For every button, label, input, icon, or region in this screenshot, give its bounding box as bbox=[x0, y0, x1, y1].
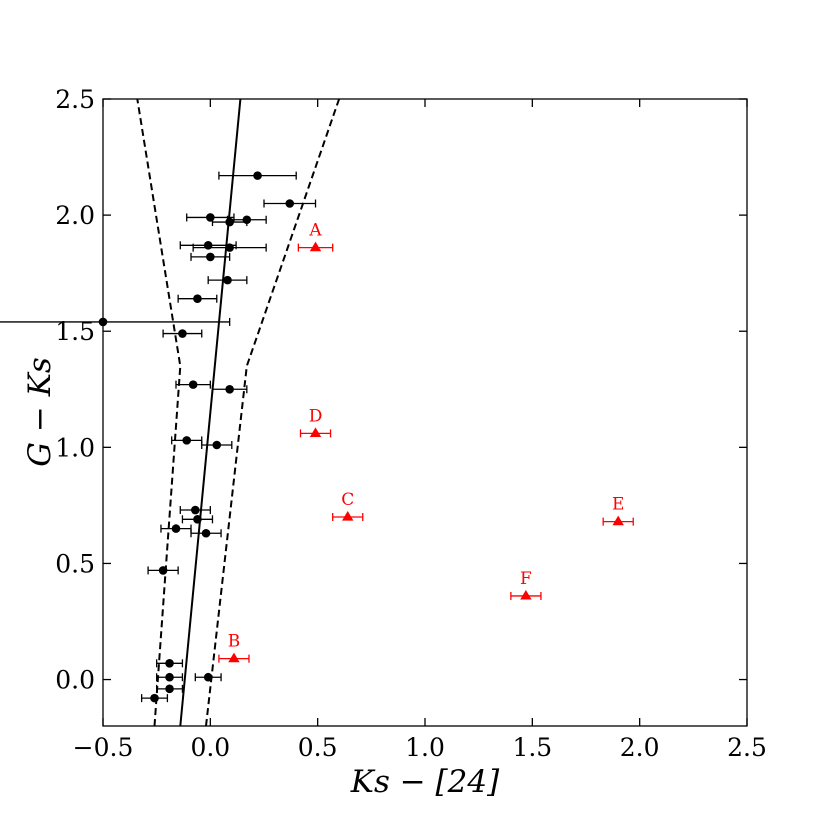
data-point bbox=[165, 659, 174, 668]
y-tick-label: 1.0 bbox=[55, 433, 95, 462]
y-axis-title: G − Ks bbox=[22, 357, 58, 467]
center-line-0 bbox=[179, 99, 242, 726]
data-point bbox=[201, 528, 211, 538]
data-point bbox=[203, 241, 213, 250]
point-label-C: C bbox=[341, 490, 354, 510]
data-points: A D C E F B bbox=[0, 171, 634, 703]
x-tick-label: 0.0 bbox=[190, 733, 230, 762]
data-point bbox=[188, 380, 198, 389]
x-tick-label: 1.5 bbox=[512, 733, 552, 762]
plot-frame bbox=[102, 98, 748, 727]
y-tick-label: 2.5 bbox=[55, 85, 95, 114]
x-tick-label: 1.0 bbox=[405, 733, 445, 762]
data-point bbox=[225, 243, 234, 252]
boundary-line-2 bbox=[205, 99, 341, 726]
data-point bbox=[193, 515, 202, 524]
data-point-triangle bbox=[342, 511, 354, 521]
data-point-triangle bbox=[309, 427, 322, 437]
data-point bbox=[203, 672, 213, 682]
data-point bbox=[165, 672, 174, 682]
reference-lines bbox=[136, 99, 341, 726]
data-point bbox=[212, 440, 222, 450]
boundary-line-1 bbox=[136, 99, 182, 726]
x-axis-title: Ks − [24] bbox=[350, 764, 500, 800]
point-label-A: A bbox=[308, 221, 322, 241]
data-point-triangle bbox=[228, 652, 240, 663]
data-point bbox=[225, 217, 234, 227]
data-point-triangle bbox=[309, 241, 322, 252]
y-tick-label: 1.5 bbox=[55, 317, 95, 346]
data-point bbox=[191, 505, 200, 515]
data-point bbox=[158, 566, 168, 575]
data-point-triangle bbox=[612, 515, 624, 526]
data-point bbox=[223, 275, 232, 285]
data-point bbox=[193, 294, 202, 304]
x-tick-label: 0.5 bbox=[298, 733, 338, 762]
data-point bbox=[182, 436, 192, 445]
data-point bbox=[206, 213, 215, 222]
error-bar bbox=[0, 317, 231, 326]
data-point bbox=[206, 252, 215, 262]
y-tick-label: 2.0 bbox=[55, 201, 95, 230]
x-tick-label: −0.5 bbox=[73, 733, 134, 762]
point-label-D: D bbox=[309, 406, 323, 426]
data-point bbox=[165, 684, 174, 694]
data-point bbox=[150, 693, 159, 703]
series-1: A D C E F B bbox=[218, 221, 634, 663]
series-0 bbox=[0, 171, 317, 703]
point-label-F: F bbox=[520, 569, 532, 589]
point-label-B: B bbox=[228, 632, 241, 652]
data-point-triangle bbox=[520, 589, 532, 600]
data-point bbox=[225, 384, 234, 394]
data-point bbox=[285, 199, 295, 208]
x-tick-label: 2.5 bbox=[727, 733, 767, 762]
y-tick-label: 0.0 bbox=[55, 666, 95, 695]
data-point bbox=[178, 329, 187, 338]
data-point bbox=[171, 524, 181, 533]
data-point bbox=[253, 171, 262, 180]
axis-titles: Ks − [24] G − Ks bbox=[22, 357, 500, 800]
ticks: −0.5 0.0 0.5 1.0 1.5 2.0 2.5 0.0 0.5 1.0 1.5 2.0 2.5 bbox=[55, 85, 767, 762]
y-tick-label: 0.5 bbox=[55, 549, 95, 578]
x-tick-label: 2.0 bbox=[620, 733, 660, 762]
axes bbox=[102, 98, 748, 727]
point-label-E: E bbox=[612, 495, 624, 515]
